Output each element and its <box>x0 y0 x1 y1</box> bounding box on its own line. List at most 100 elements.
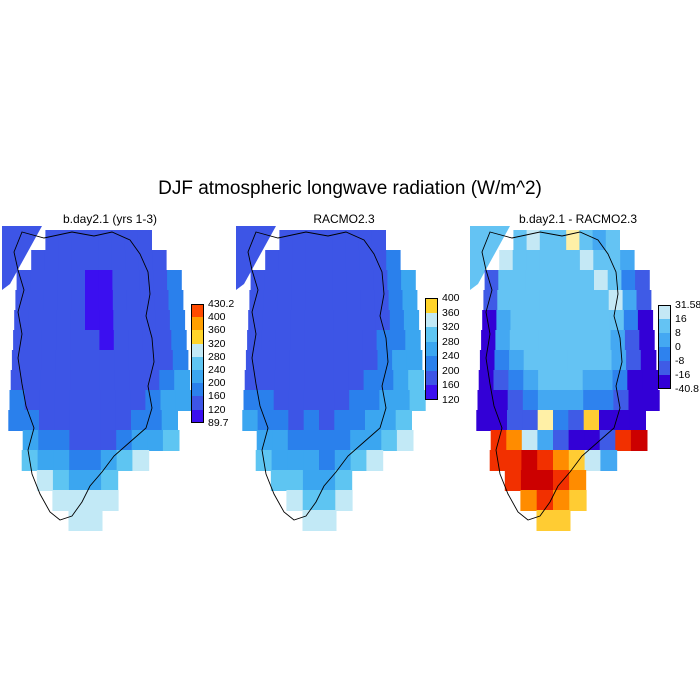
map-cell <box>278 250 294 271</box>
map-cell <box>373 270 389 291</box>
colorbar-segment <box>425 298 438 313</box>
map-cell <box>71 250 86 271</box>
map-cell <box>595 310 611 331</box>
colorbar-segment <box>658 319 671 333</box>
map-cell <box>319 230 334 251</box>
map-cell <box>275 330 292 351</box>
map-cell <box>172 350 189 371</box>
map-cell <box>289 370 306 391</box>
map-cell <box>483 290 499 311</box>
map-cell <box>402 290 418 311</box>
map-cell <box>145 390 162 411</box>
map-cell <box>278 270 293 291</box>
map-cell <box>636 290 652 311</box>
map-cell <box>553 230 568 251</box>
map-cell <box>99 370 116 391</box>
map-cell <box>361 310 377 331</box>
map-cell <box>567 370 584 391</box>
map-cell <box>302 510 320 531</box>
map-cell <box>319 250 334 271</box>
map-cell <box>250 270 266 291</box>
map-gap-strip <box>486 228 516 270</box>
map-cell <box>126 290 142 311</box>
map-cell <box>597 370 614 391</box>
map-cell <box>507 410 524 431</box>
map-cell <box>568 410 585 431</box>
map-cell <box>304 330 320 351</box>
map-cell <box>522 390 539 411</box>
map-cell <box>538 370 554 391</box>
map-cell <box>635 270 650 291</box>
map-cell <box>14 310 30 331</box>
map-cell <box>36 470 54 491</box>
map-cell <box>52 490 70 511</box>
colorbar-tick-label: -16 <box>675 369 691 381</box>
map-cell <box>599 430 617 451</box>
map-cell <box>484 270 500 291</box>
map-cell <box>175 390 192 411</box>
map-cell <box>581 330 598 351</box>
map-cell <box>245 350 262 371</box>
map-cell <box>70 310 86 331</box>
map-cell <box>622 290 638 311</box>
map-cell <box>526 230 541 251</box>
map-cell <box>508 370 525 391</box>
map-cell <box>169 310 186 331</box>
map-cell <box>610 330 626 351</box>
map-cell <box>476 410 493 431</box>
map-cell <box>259 370 276 391</box>
map-cell <box>15 290 31 311</box>
map-cell <box>525 270 541 291</box>
map-cell <box>388 290 404 311</box>
map-cell <box>567 330 583 351</box>
map-cell <box>566 250 581 271</box>
map-cell <box>538 330 554 351</box>
colorbar-tick-label: 320 <box>208 337 226 350</box>
map-cell <box>538 310 554 331</box>
map-cell <box>171 330 187 351</box>
map-cell <box>582 370 599 391</box>
map-cell <box>553 410 570 431</box>
map-cell <box>154 290 170 311</box>
map-cell <box>537 450 554 471</box>
map-cell <box>291 290 307 311</box>
colorbar-segment <box>191 383 204 397</box>
map-cell <box>332 290 348 311</box>
map-cell <box>142 330 158 351</box>
colorbar-segment <box>425 385 438 400</box>
map-cell <box>637 310 654 331</box>
map-cell <box>505 450 523 471</box>
map-cell <box>113 310 129 331</box>
map-cell <box>139 270 155 291</box>
map-cell <box>349 410 366 431</box>
map-cell <box>498 270 513 291</box>
map-cell <box>523 350 540 371</box>
colorbar-segment <box>425 312 438 327</box>
panel-title-diff: b.day2.1 - RACMO2.3 <box>518 212 638 226</box>
map-cell <box>553 330 569 351</box>
map-cell <box>499 250 514 271</box>
colorbar-tick-label: 360 <box>208 324 226 337</box>
map-cell <box>42 310 58 331</box>
map-cell <box>85 430 102 451</box>
colorbar-tick-label: -8 <box>675 355 685 367</box>
map-cell <box>128 350 145 371</box>
map-cell <box>70 330 86 351</box>
map-cell <box>365 410 382 431</box>
colorbar-segment <box>658 375 671 389</box>
colorbar-segment <box>191 370 204 384</box>
map-cell <box>599 410 616 431</box>
map-cell <box>496 310 512 331</box>
map-cell <box>101 470 119 491</box>
map-cell <box>263 290 279 311</box>
map-cell <box>396 430 414 451</box>
map-cell <box>513 230 528 251</box>
map-cell <box>147 430 164 451</box>
map-cell <box>319 310 335 331</box>
map-cell <box>56 330 72 351</box>
map-cell <box>553 470 571 491</box>
map-cell <box>85 370 101 391</box>
map-cell <box>98 250 113 271</box>
map-cell <box>287 450 305 471</box>
map-cell <box>302 470 320 491</box>
